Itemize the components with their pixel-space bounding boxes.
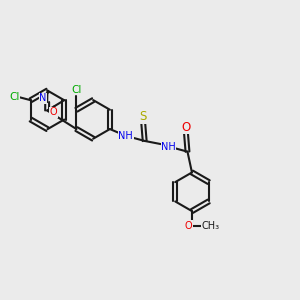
Text: O: O (184, 221, 192, 231)
Text: N: N (39, 94, 46, 103)
Text: O: O (182, 121, 190, 134)
Text: NH: NH (161, 142, 176, 152)
Text: S: S (140, 110, 147, 123)
Text: Cl: Cl (71, 85, 82, 95)
Text: CH₃: CH₃ (201, 221, 219, 231)
Text: NH: NH (118, 131, 133, 141)
Text: O: O (50, 107, 58, 117)
Text: Cl: Cl (9, 92, 20, 102)
